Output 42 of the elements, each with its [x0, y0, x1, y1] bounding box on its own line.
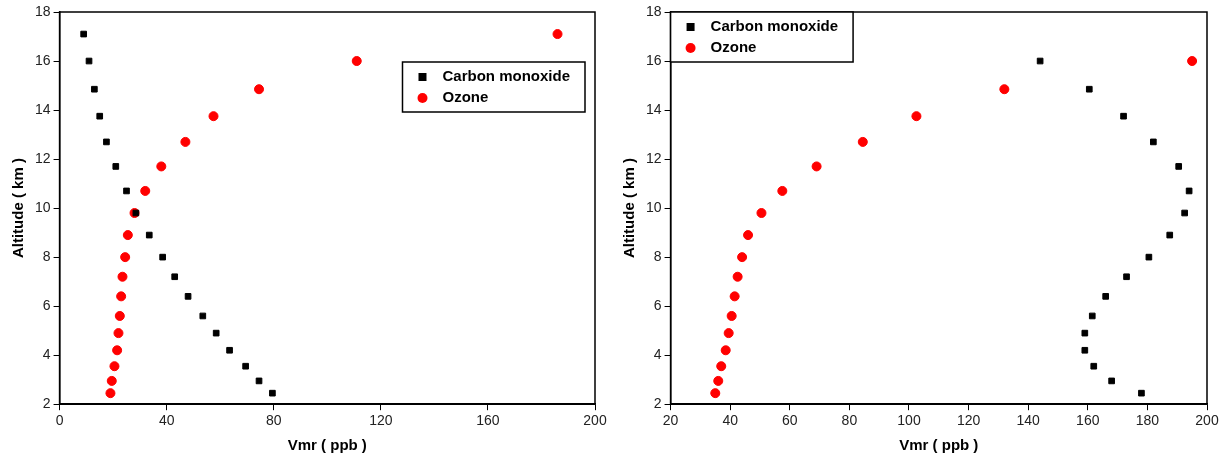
- y-tick-label: 14: [645, 100, 662, 117]
- legend-label: Carbon monoxide: [710, 17, 839, 35]
- y-tick-label: 10: [34, 198, 51, 215]
- x-tick-label: 40: [722, 412, 739, 429]
- y-tick-label: 16: [34, 51, 51, 68]
- y-tick-label: 2: [653, 395, 662, 412]
- x-tick-label: 140: [1016, 412, 1041, 429]
- legend-label: Ozone: [442, 88, 489, 106]
- x-tick-label: 60: [781, 412, 798, 429]
- y-axis-title: Altitude ( km ): [9, 158, 27, 259]
- x-tick-label: 120: [369, 412, 393, 429]
- x-tick-label: 120: [956, 412, 981, 429]
- y-tick-label: 4: [42, 346, 51, 363]
- x-tick-label: 160: [476, 412, 500, 429]
- y-tick-label: 4: [653, 346, 662, 363]
- x-tick-label: 80: [265, 412, 282, 429]
- y-axis-title: Altitude ( km ): [620, 158, 638, 259]
- legend-label: Ozone: [710, 38, 757, 56]
- x-tick-label: 160: [1076, 412, 1100, 429]
- y-tick-label: 6: [42, 297, 51, 314]
- y-tick-label: 12: [645, 149, 662, 166]
- y-tick-label: 6: [653, 297, 662, 314]
- y-tick-label: 12: [34, 149, 51, 166]
- y-tick-label: 18: [645, 2, 662, 19]
- y-tick-label: 8: [653, 247, 662, 264]
- y-tick-label: 14: [34, 100, 51, 117]
- x-tick-label: 180: [1135, 412, 1160, 429]
- y-tick-label: 16: [645, 51, 662, 68]
- x-tick-label: 80: [841, 412, 858, 429]
- x-tick-label: 0: [55, 412, 64, 429]
- y-tick-label: 8: [42, 247, 51, 264]
- y-tick-label: 2: [42, 395, 51, 412]
- x-tick-label: 100: [897, 412, 921, 429]
- x-axis-title: Vmr ( ppb ): [287, 436, 367, 454]
- y-tick-label: 18: [34, 2, 51, 19]
- x-axis-title: Vmr ( ppb ): [899, 436, 979, 454]
- y-tick-label: 10: [645, 198, 662, 215]
- x-tick-label: 20: [662, 412, 679, 429]
- x-tick-label: 200: [1195, 412, 1219, 429]
- legend-label: Carbon monoxide: [442, 67, 571, 85]
- x-tick-label: 200: [583, 412, 607, 429]
- x-tick-label: 40: [158, 412, 175, 429]
